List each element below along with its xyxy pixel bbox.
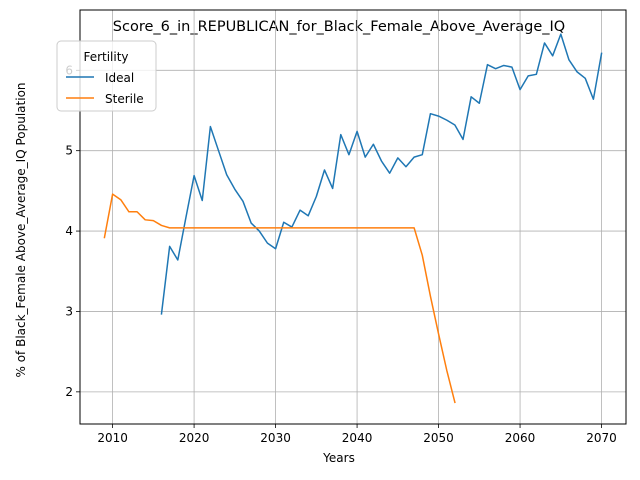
grid	[80, 10, 626, 424]
legend-box	[56, 40, 157, 112]
legend: Fertility Ideal Sterile	[56, 40, 157, 112]
y-tick-label: 4	[65, 224, 73, 238]
y-tick-label: 3	[65, 304, 73, 318]
axis-ticks: 201020202030204020502060207023456	[65, 63, 616, 445]
series-lines	[103, 33, 603, 404]
x-tick-label: 2050	[423, 431, 454, 445]
x-tick-label: 2040	[342, 431, 373, 445]
legend-label-ideal: Ideal	[105, 71, 134, 85]
legend-label-sterile: Sterile	[105, 92, 144, 106]
x-tick-label: 2060	[505, 431, 536, 445]
legend-title: Fertility	[83, 50, 128, 64]
x-tick-label: 2010	[97, 431, 128, 445]
x-tick-label: 2070	[586, 431, 617, 445]
y-axis-label: % of Black_Female Above_Average_IQ Popul…	[14, 82, 28, 377]
y-tick-label: 2	[65, 385, 73, 399]
y-tick-label: 5	[65, 144, 73, 158]
plot-frame	[79, 9, 627, 425]
x-axis-label: Years	[322, 451, 355, 465]
x-tick-label: 2020	[179, 431, 210, 445]
chart-title: Score_6_in_REPUBLICAN_for_Black_Female_A…	[113, 19, 565, 35]
series-line-sterile	[103, 193, 456, 404]
series-line-ideal	[160, 33, 603, 315]
x-tick-label: 2030	[260, 431, 291, 445]
